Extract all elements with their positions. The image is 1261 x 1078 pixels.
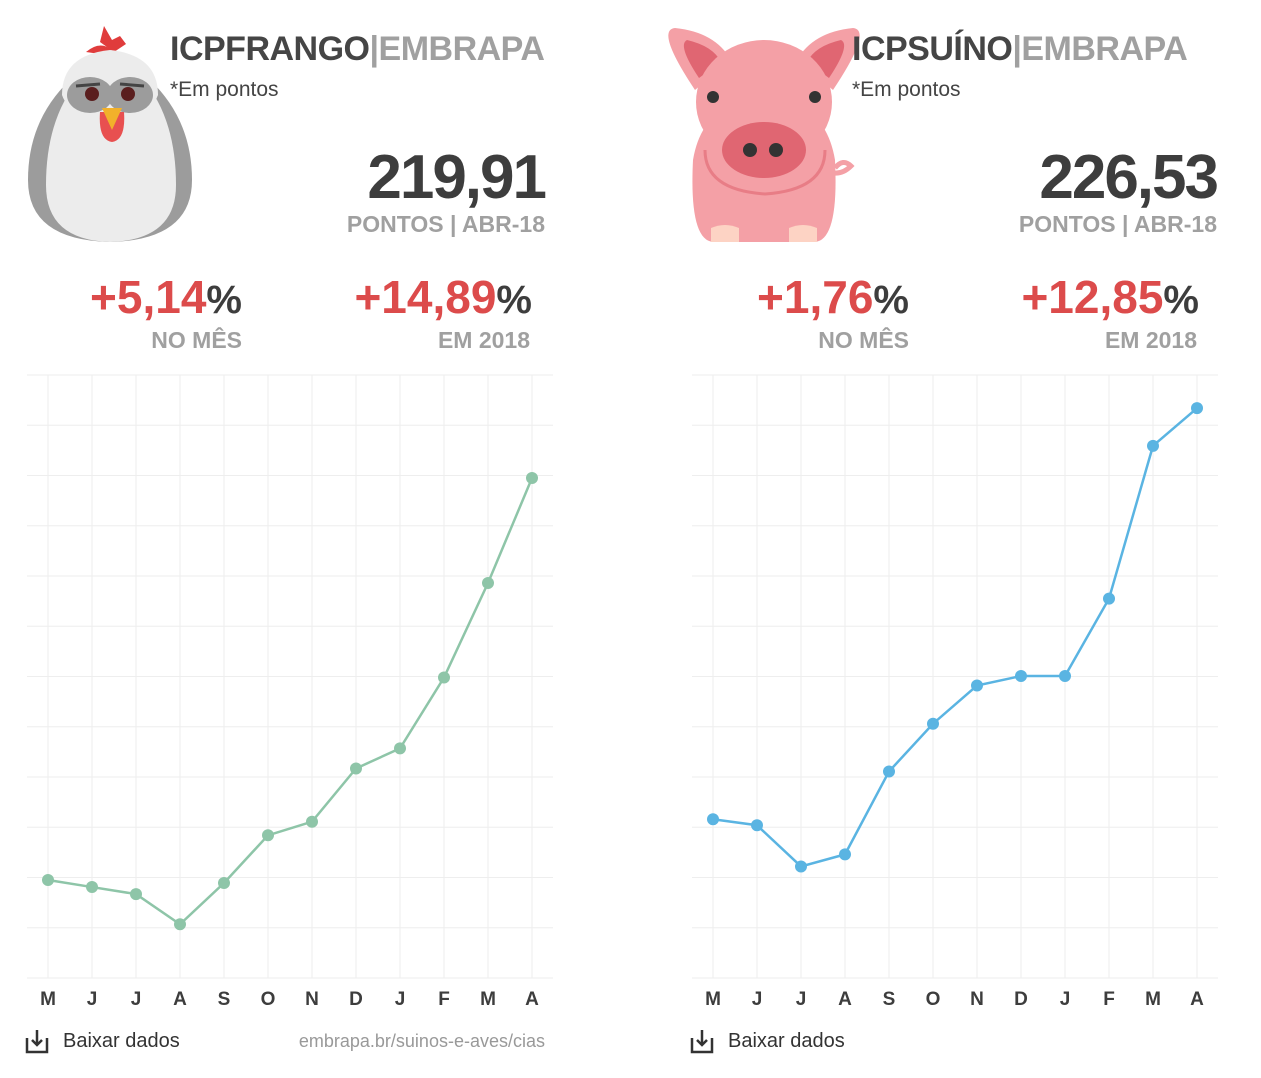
x-tick-label: S: [218, 989, 231, 1010]
change-year: +14,89%: [354, 270, 532, 324]
x-tick-label: M: [705, 989, 721, 1010]
x-tick-label: M: [1145, 989, 1161, 1010]
x-tick-label: F: [1103, 989, 1115, 1010]
x-tick-label: A: [838, 989, 852, 1010]
data-point: [174, 918, 186, 931]
x-tick-label: J: [1060, 989, 1071, 1010]
download-label: Baixar dados: [728, 1029, 845, 1052]
x-tick-label: A: [1190, 989, 1204, 1010]
data-point: [218, 877, 230, 890]
data-point: [839, 848, 851, 861]
x-tick-label: J: [87, 989, 98, 1010]
data-point: [1103, 592, 1115, 605]
percent-sign: %: [496, 278, 532, 322]
chicken-icon: [28, 26, 192, 242]
data-point: [262, 829, 274, 842]
panel-subtitle: *Em pontos: [170, 78, 279, 101]
x-tick-label: O: [926, 989, 941, 1010]
data-point: [350, 762, 362, 775]
x-tick-label: N: [970, 989, 984, 1010]
series-line: [47, 477, 534, 926]
change-year-value: +14,89: [354, 271, 497, 323]
source-link[interactable]: embrapa.br/suinos-e-aves/cias: [298, 1031, 545, 1051]
x-tick-label: D: [1014, 989, 1028, 1010]
panel-subtitle: *Em pontos: [852, 78, 961, 101]
change-month-value: +1,76: [757, 271, 874, 323]
index-value-label: PONTOS | ABR-18: [1018, 211, 1217, 237]
change-year-value: +12,85: [1021, 271, 1164, 323]
data-point: [482, 577, 494, 590]
data-point: [306, 815, 318, 828]
x-tick-label: J: [752, 989, 763, 1010]
data-point: [394, 742, 406, 755]
x-tick-label: J: [131, 989, 142, 1010]
data-point: [751, 819, 763, 832]
data-point: [526, 472, 538, 485]
data-point: [883, 765, 895, 778]
panel-title: ICPFRANGO|EMBRAPA: [170, 30, 545, 68]
data-point: [1059, 669, 1071, 682]
change-month: +5,14%: [90, 270, 242, 324]
data-point: [1015, 669, 1027, 682]
x-tick-label: N: [305, 989, 319, 1010]
index-value: 226,53: [1039, 143, 1219, 212]
data-point: [1191, 402, 1203, 415]
percent-sign: %: [206, 278, 242, 322]
percent-sign: %: [873, 278, 909, 322]
pig-icon: [668, 28, 860, 242]
change-year-label: EM 2018: [1104, 327, 1197, 353]
percent-sign: %: [1163, 278, 1199, 322]
data-point: [86, 881, 98, 894]
chart-grid: [692, 374, 1218, 979]
x-tick-label: O: [261, 989, 276, 1010]
download-icon: [690, 1030, 714, 1054]
download-data-button[interactable]: Baixar dados: [25, 1028, 180, 1054]
data-point: [438, 671, 450, 684]
data-point: [1147, 439, 1159, 452]
x-tick-label: S: [883, 989, 896, 1010]
panel-frango: ICPFRANGO|EMBRAPA *Em pontos 219,91 PONT…: [0, 0, 600, 1078]
data-point: [795, 860, 807, 873]
change-month-label: NO MÊS: [818, 327, 909, 353]
download-label: Baixar dados: [63, 1029, 180, 1052]
panel-suino: ICPSUÍNO|EMBRAPA *Em pontos 226,53 PONTO…: [665, 0, 1261, 1078]
data-point: [927, 717, 939, 730]
change-month-label: NO MÊS: [151, 327, 242, 353]
data-point: [971, 679, 983, 692]
x-tick-label: J: [395, 989, 406, 1010]
x-tick-label: J: [796, 989, 807, 1010]
x-tick-label: A: [173, 989, 187, 1010]
x-tick-label: D: [349, 989, 363, 1010]
data-point: [42, 874, 54, 887]
change-year: +12,85%: [1021, 270, 1199, 324]
x-tick-label: A: [525, 989, 539, 1010]
data-point: [130, 888, 142, 901]
change-month: +1,76%: [757, 270, 909, 324]
series-line: [712, 407, 1198, 868]
index-value-label: PONTOS | ABR-18: [346, 211, 545, 237]
x-tick-label: M: [480, 989, 496, 1010]
panel-title: ICPSUÍNO|EMBRAPA: [852, 30, 1188, 68]
download-data-button[interactable]: Baixar dados: [690, 1028, 845, 1054]
change-month-value: +5,14: [90, 271, 207, 323]
change-year-label: EM 2018: [437, 327, 530, 353]
index-value: 219,91: [367, 143, 547, 212]
x-tick-label: F: [438, 989, 450, 1010]
chart-grid: [27, 374, 553, 979]
data-point: [707, 813, 719, 826]
download-icon: [25, 1030, 49, 1054]
x-tick-label: M: [40, 989, 56, 1010]
